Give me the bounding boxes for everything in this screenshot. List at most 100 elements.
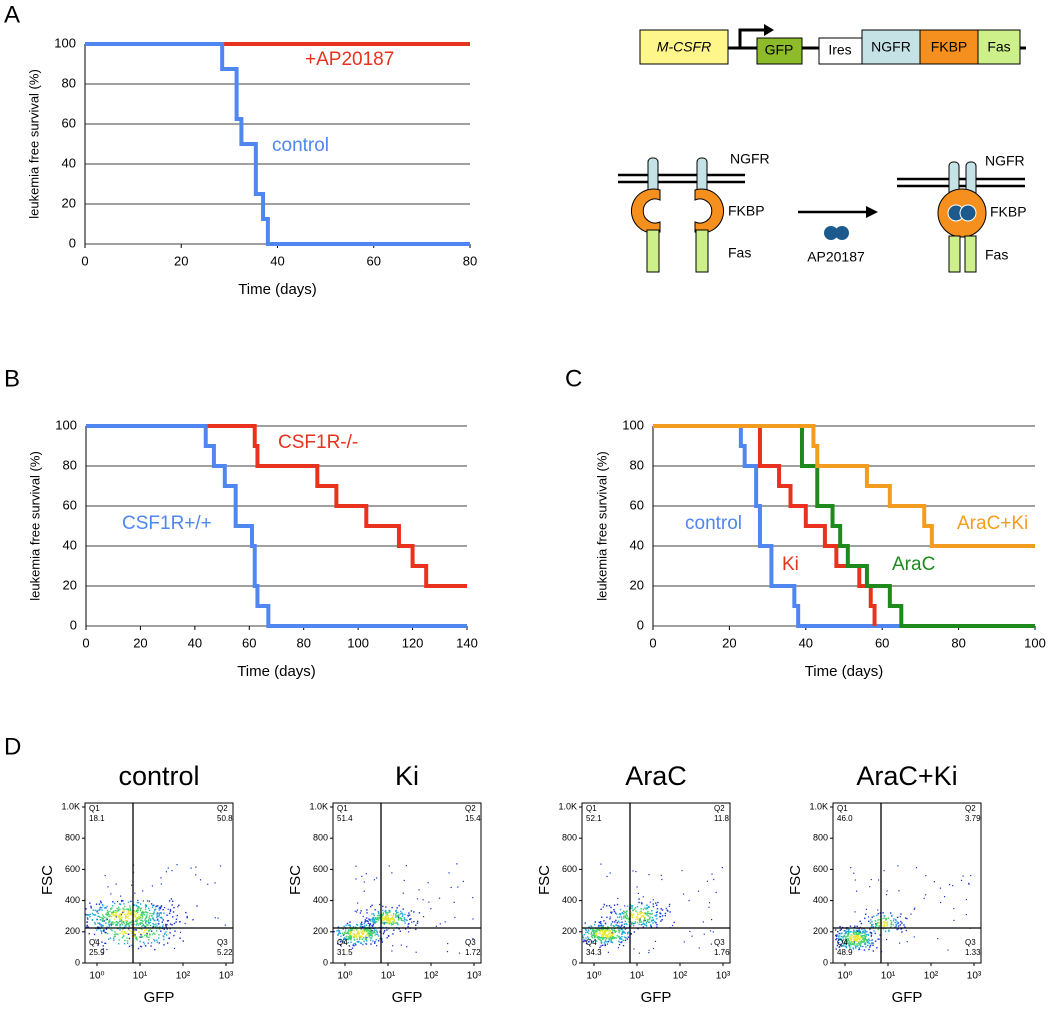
event-dot xyxy=(350,937,353,939)
quadrant-name: Q2 xyxy=(217,804,228,813)
event-dot xyxy=(847,942,850,945)
event-dot xyxy=(345,939,347,941)
event-dot xyxy=(144,933,147,936)
event-dot xyxy=(354,935,356,937)
event-dot xyxy=(584,940,586,942)
event-dot xyxy=(381,914,384,916)
event-dot xyxy=(410,918,412,920)
y-axis-label: leukemia free survival (%) xyxy=(594,451,609,601)
event-dot xyxy=(621,931,624,933)
y-tick-label: 200 xyxy=(65,926,80,936)
event-dot xyxy=(852,947,854,949)
event-dot xyxy=(867,939,869,942)
event-dot xyxy=(834,929,837,931)
event-dot xyxy=(895,919,897,922)
event-dot xyxy=(621,936,623,938)
event-dot xyxy=(604,940,606,943)
event-dot xyxy=(118,939,120,941)
event-dot xyxy=(109,919,111,921)
event-dot xyxy=(87,918,89,920)
event-dot xyxy=(858,932,860,934)
event-dot xyxy=(631,914,633,916)
event-dot xyxy=(594,935,596,938)
event-dot xyxy=(105,931,107,934)
event-dot xyxy=(869,939,871,942)
quadrant-name: Q1 xyxy=(586,804,597,813)
event-dot xyxy=(447,942,449,945)
event-dot xyxy=(160,877,162,879)
event-dot xyxy=(854,935,857,938)
panel-letter: A xyxy=(4,1,20,28)
event-dot xyxy=(638,898,640,900)
event-dot xyxy=(609,872,611,874)
event-dot xyxy=(839,925,841,928)
event-dot xyxy=(970,874,972,877)
event-dot xyxy=(624,915,626,917)
event-dot xyxy=(906,917,908,920)
event-dot xyxy=(137,909,139,911)
event-dot xyxy=(602,906,604,908)
series-label: control xyxy=(685,513,742,534)
event-dot xyxy=(849,925,852,927)
event-dot xyxy=(381,919,383,921)
event-dot xyxy=(599,920,602,923)
event-dot xyxy=(365,936,367,939)
event-dot xyxy=(632,913,635,915)
event-dot xyxy=(602,938,604,941)
event-dot xyxy=(368,930,371,932)
event-dot xyxy=(105,913,107,915)
event-dot xyxy=(624,939,627,942)
event-dot xyxy=(633,922,635,925)
event-dot xyxy=(173,906,175,909)
event-dot xyxy=(373,879,376,881)
event-dot xyxy=(857,933,859,936)
event-dot xyxy=(869,922,872,924)
event-dot xyxy=(102,920,104,922)
event-dot xyxy=(369,923,372,925)
event-dot xyxy=(620,925,623,927)
event-dot xyxy=(149,921,151,924)
event-dot xyxy=(391,950,393,952)
event-dot xyxy=(862,937,864,939)
event-dot xyxy=(594,931,597,933)
event-dot xyxy=(338,930,340,933)
event-dot xyxy=(137,901,140,904)
event-dot xyxy=(350,931,352,933)
event-dot xyxy=(416,920,419,923)
event-dot xyxy=(873,930,875,932)
event-dot xyxy=(365,873,368,875)
event-dot xyxy=(654,921,656,923)
event-dot xyxy=(128,933,131,935)
event-dot xyxy=(364,921,366,923)
event-dot xyxy=(649,912,652,915)
event-dot xyxy=(139,945,142,948)
event-dot xyxy=(366,928,368,930)
event-dot xyxy=(713,878,715,881)
event-dot xyxy=(857,937,859,940)
event-dot xyxy=(453,901,455,903)
event-dot xyxy=(904,917,907,919)
event-dot xyxy=(86,921,88,923)
event-dot xyxy=(381,941,384,943)
event-dot xyxy=(900,913,902,915)
event-dot xyxy=(367,929,369,932)
event-dot xyxy=(649,924,652,926)
event-dot xyxy=(407,915,409,917)
y-axis-label: FSC xyxy=(787,865,804,895)
flow-events xyxy=(582,863,723,954)
event-dot xyxy=(346,932,348,935)
event-dot xyxy=(883,924,886,926)
event-dot xyxy=(148,930,150,932)
event-dot xyxy=(386,913,388,916)
event-dot xyxy=(885,894,888,896)
event-dot xyxy=(656,908,659,910)
event-dot xyxy=(404,922,406,924)
event-dot xyxy=(868,942,870,945)
event-dot xyxy=(840,933,842,935)
x-tick-label: 0 xyxy=(81,253,88,268)
event-dot xyxy=(163,944,165,946)
event-dot xyxy=(631,914,634,916)
event-dot xyxy=(593,936,596,939)
event-dot xyxy=(363,931,365,933)
event-dot xyxy=(619,921,621,924)
